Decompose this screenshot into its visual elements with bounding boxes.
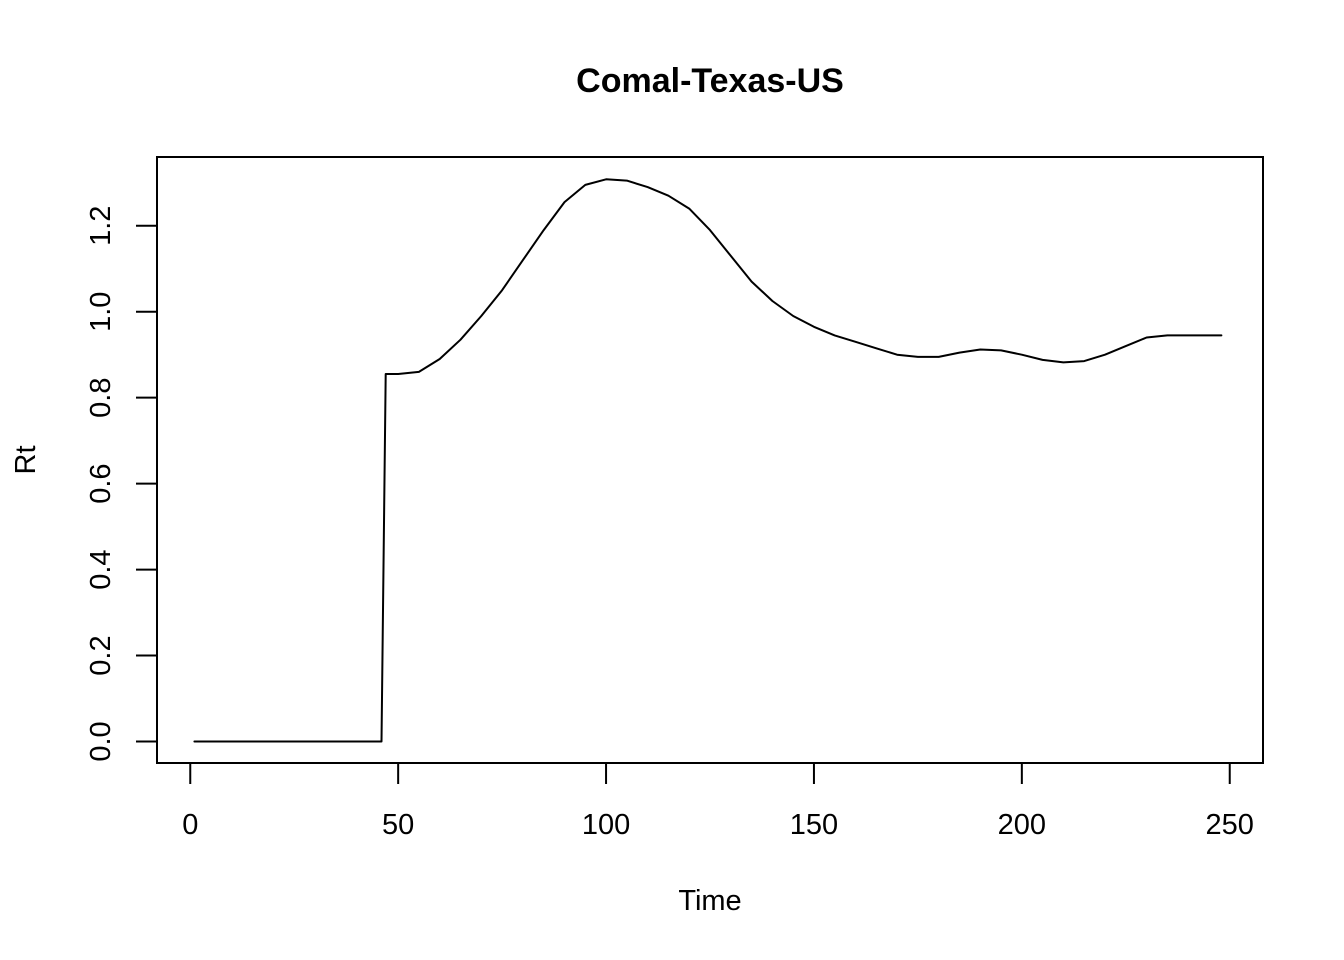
x-tick-label: 150 <box>790 809 838 841</box>
y-tick-label: 1.2 <box>85 206 117 246</box>
x-tick-label: 100 <box>582 809 630 841</box>
y-tick-label: 0.4 <box>85 549 117 589</box>
y-tick-label: 0.2 <box>85 635 117 675</box>
y-tick-label: 0.6 <box>85 463 117 503</box>
x-axis: 0 50 100 150 200 250 <box>182 762 1254 841</box>
y-tick-label: 0.0 <box>85 721 117 761</box>
y-tick-label: 1.0 <box>85 292 117 332</box>
y-axis-label: Rt <box>10 446 42 475</box>
chart-title: Comal-Texas-US <box>576 62 844 100</box>
series-line <box>193 178 1223 743</box>
plot-frame <box>156 156 1264 764</box>
y-axis: 0.0 0.2 0.4 0.6 0.8 1.0 1.2 <box>85 206 158 762</box>
x-tick-label: 50 <box>382 809 414 841</box>
x-axis-label: Time <box>678 885 741 917</box>
series-layer <box>193 178 1223 743</box>
x-tick-label: 200 <box>998 809 1046 841</box>
y-tick-label: 0.8 <box>85 378 117 418</box>
x-tick-label: 0 <box>182 809 198 841</box>
x-tick-label: 250 <box>1206 809 1254 841</box>
